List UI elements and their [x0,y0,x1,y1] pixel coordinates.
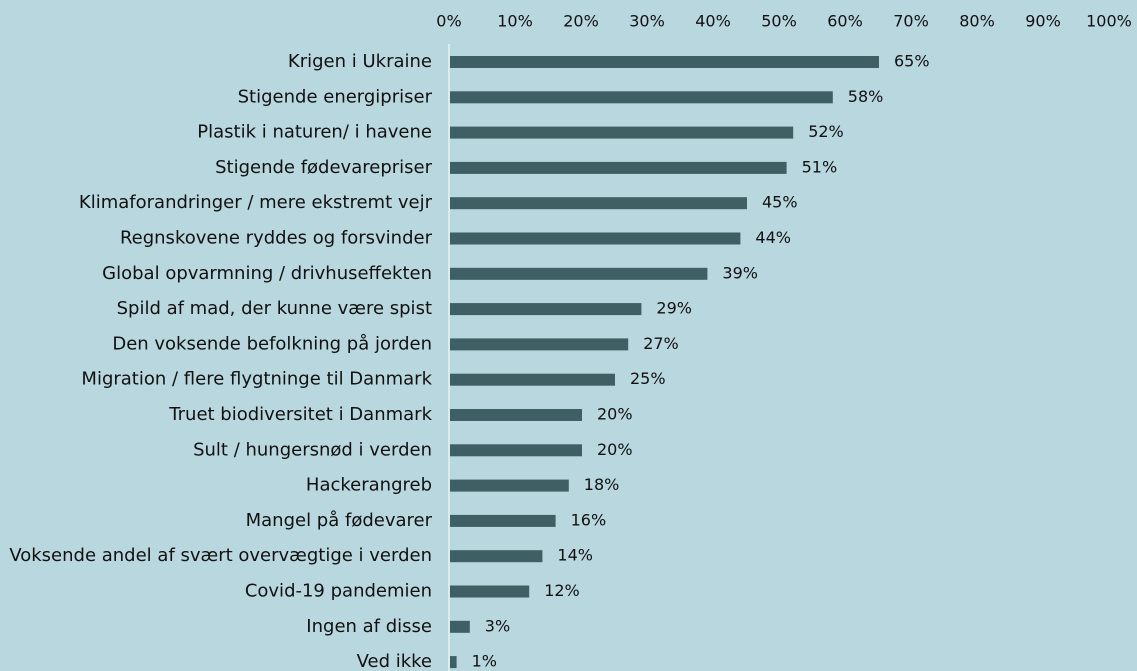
category-label: Mangel på fødevarer [246,510,433,531]
x-tick-label: 50% [761,12,797,31]
x-tick-label: 0% [436,12,461,31]
value-label: 45% [762,193,798,212]
bar [450,550,543,563]
value-label: 1% [472,652,497,671]
category-label: Voksende andel af svært overvægtige i ve… [9,545,432,566]
bar [450,656,457,669]
value-label: 58% [848,87,884,106]
value-label: 27% [643,334,679,353]
value-label: 44% [755,228,791,247]
bar [450,479,569,492]
value-label: 29% [656,299,692,318]
bar [450,267,708,280]
category-label: Spild af mad, der kunne være spist [117,298,432,319]
bar [450,620,470,633]
x-tick-label: 60% [827,12,863,31]
value-label: 51% [802,157,838,176]
x-tick-label: 90% [1025,12,1061,31]
value-label: 39% [722,263,758,282]
value-label: 3% [485,616,510,635]
category-label: Stigende fødevarepriser [215,157,433,178]
category-label: Sult / hungersnød i verden [193,439,432,460]
bar [450,126,794,139]
category-label: Stigende energipriser [238,86,433,107]
bar [450,444,582,457]
bar [450,232,741,245]
value-label: 12% [544,581,580,600]
value-label: 18% [584,475,620,494]
x-tick-label: 80% [959,12,995,31]
bar [450,514,556,527]
bar [450,409,582,421]
value-label: 52% [808,122,844,141]
category-label: Ingen af disse [306,616,432,637]
x-tick-label: 100% [1086,12,1132,31]
category-label: Migration / flere flygtninge til Danmark [81,369,432,390]
x-tick-label: 30% [629,12,665,31]
x-tick-label: 40% [695,12,731,31]
category-label: Hackerangreb [306,475,432,496]
category-label: Global opvarmning / drivhuseffekten [102,263,432,284]
value-label: 25% [630,369,666,388]
bar [450,56,879,68]
value-label: 16% [571,510,607,529]
bar [450,91,833,104]
value-label: 14% [557,546,593,565]
bar [450,303,642,316]
category-label: Klimaforandringer / mere ekstremt vejr [79,192,433,213]
category-label: Covid-19 pandemien [245,581,432,602]
category-label: Ved ikke [357,651,432,671]
bar [450,373,615,386]
x-tick-label: 10% [497,12,533,31]
category-label: Krigen i Ukraine [288,51,432,72]
bar [450,585,530,598]
x-tick-label: 70% [893,12,929,31]
bar [450,161,787,174]
value-label: 65% [894,52,930,71]
category-label: Plastik i naturen/ i havene [197,122,432,143]
value-label: 20% [597,405,633,424]
bar [450,338,629,351]
bar [450,197,747,210]
category-label: Truet biodiversitet i Danmark [168,404,432,425]
category-label: Den voksende befolkning på jorden [112,333,432,354]
x-tick-label: 20% [563,12,599,31]
category-label: Regnskovene ryddes og forsvinder [120,228,433,249]
value-label: 20% [597,440,633,459]
